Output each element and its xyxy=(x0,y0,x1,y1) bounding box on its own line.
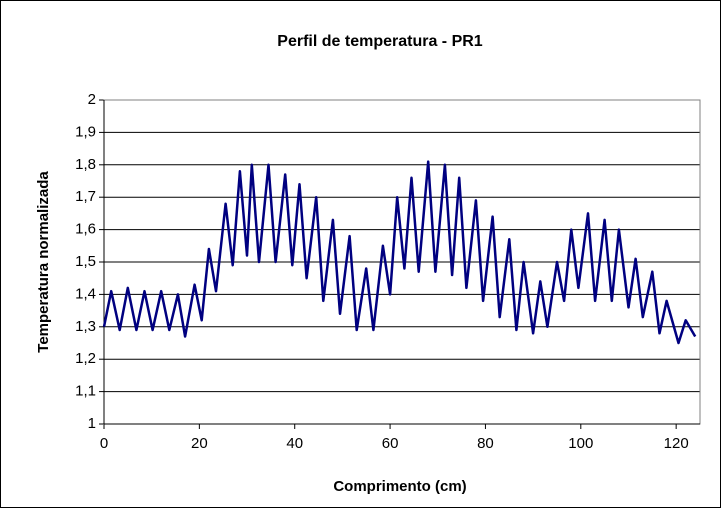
y-tick-label: 1 xyxy=(88,415,96,432)
chart-title: Perfil de temperatura - PR1 xyxy=(277,33,483,50)
y-tick-label: 1,3 xyxy=(75,318,96,335)
data-line xyxy=(102,160,697,345)
y-tick-label: 1,1 xyxy=(75,383,96,400)
x-tick-label: 100 xyxy=(568,435,593,452)
x-tick-label: 60 xyxy=(382,435,399,452)
x-axis-label: Comprimento (cm) xyxy=(333,478,466,495)
y-axis-label: Temperatura normalizada xyxy=(35,171,52,353)
y-tick-label: 1,7 xyxy=(75,188,96,205)
y-tick-label: 2 xyxy=(88,91,96,108)
x-tick-label: 120 xyxy=(664,435,689,452)
y-tick-label: 1,2 xyxy=(75,350,96,367)
y-tick-label: 1,5 xyxy=(75,253,96,270)
y-tick-label: 1,4 xyxy=(75,285,96,302)
x-tick-label: 40 xyxy=(286,435,303,452)
x-tick-label: 20 xyxy=(191,435,208,452)
x-tick-label: 0 xyxy=(100,435,108,452)
y-tick-label: 1,8 xyxy=(75,156,96,173)
y-tick-label: 1,6 xyxy=(75,221,96,238)
x-tick-label: 80 xyxy=(477,435,494,452)
y-tick-label: 1,9 xyxy=(75,123,96,140)
